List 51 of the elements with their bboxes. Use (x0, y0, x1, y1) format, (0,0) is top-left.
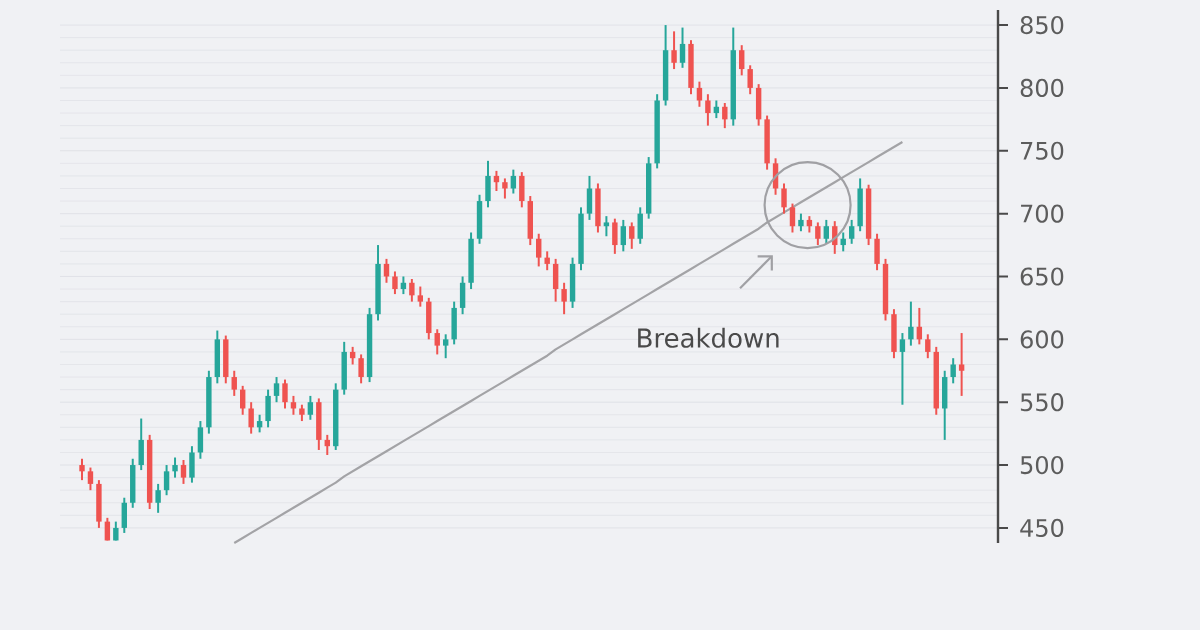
candlestick (180, 459, 187, 485)
candlestick (620, 218, 627, 253)
candlestick (434, 328, 440, 356)
candlestick (392, 270, 398, 296)
candlestick (781, 182, 787, 215)
candlestick (307, 394, 314, 421)
candlestick (502, 177, 508, 200)
candlestick (612, 217, 618, 255)
y-tick-label: 650 (1020, 267, 1064, 286)
y-tick-label: 700 (1021, 204, 1064, 223)
y-tick-label: 850 (1020, 15, 1064, 35)
candlestick (273, 376, 280, 404)
candlestick (747, 64, 753, 96)
candlestick (536, 232, 542, 268)
candlestick (417, 285, 424, 308)
y-tick-label: 750 (1021, 141, 1064, 160)
candlestick (79, 457, 85, 482)
y-tick-label: 550 (1020, 393, 1064, 412)
candlestick (248, 401, 254, 435)
candlestick (679, 26, 686, 69)
candlestick (958, 332, 965, 397)
y-tick-label: 600 (1020, 330, 1064, 349)
candlestick (87, 466, 94, 492)
candlestick (908, 300, 914, 347)
candlestick (950, 357, 956, 385)
candlestick (629, 221, 635, 250)
y-tick-label: 450 (1020, 518, 1064, 537)
candlestick (671, 30, 677, 71)
candlestick (789, 202, 796, 234)
candlestick (925, 333, 931, 360)
candlestick (358, 353, 364, 385)
candlestick (172, 456, 178, 479)
y-tick-label: 800 (1020, 78, 1064, 97)
candlestick (899, 332, 906, 406)
candlestick (848, 218, 855, 245)
annotation: Breakdown (638, 327, 779, 348)
candlestick (155, 482, 161, 514)
candlestick (705, 93, 711, 127)
candlestick (544, 250, 550, 272)
candlestick (722, 102, 728, 130)
candlestick (409, 278, 415, 303)
y-tick-label: 500 (1020, 455, 1064, 475)
candlestick (823, 218, 830, 245)
candlestick (815, 221, 821, 247)
candlestick (739, 44, 745, 77)
candlestick (603, 215, 610, 238)
candlestick (231, 369, 237, 397)
candlestick (163, 464, 170, 497)
candlestick (561, 281, 567, 316)
candlestick (442, 333, 449, 360)
candlestick (282, 378, 288, 410)
